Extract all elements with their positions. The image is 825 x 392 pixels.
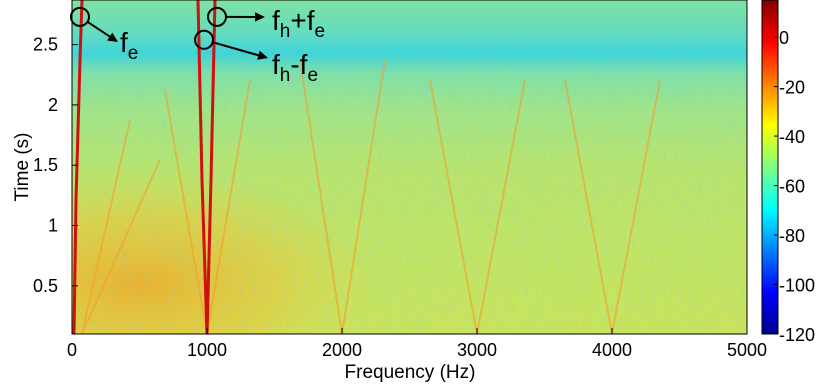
colorbar-tick-label: -80	[779, 226, 805, 246]
annotation-text: fh-fe	[272, 49, 318, 86]
y-tick-label: 0.5	[33, 276, 58, 296]
annotation-marker	[194, 29, 215, 50]
colorbar	[761, 0, 779, 335]
x-tick-label: 1000	[187, 340, 227, 360]
annotation-segment: f	[272, 49, 280, 80]
colorbar-tick-label: -40	[779, 127, 805, 147]
plot-frame	[71, 0, 748, 335]
y-tick-label: 1	[48, 215, 58, 235]
y-tick-label: 2.5	[33, 35, 58, 55]
annotation-segment: -f	[290, 49, 307, 80]
x-tick-label: 4000	[592, 340, 632, 360]
annotation-subscript: h	[280, 65, 291, 86]
colorbar-tick-label: 0	[779, 28, 789, 48]
colorbar-tick-label: -100	[779, 276, 815, 296]
annotation-arrow	[212, 41, 263, 58]
x-axis-label: Frequency (Hz)	[345, 362, 476, 383]
annotation-subscript: h	[280, 21, 291, 42]
annotation-subscript: e	[128, 43, 139, 64]
annotation-segment: +f	[290, 5, 314, 36]
annotation-marker	[69, 6, 90, 27]
colorbar-tick-label: -60	[779, 177, 805, 197]
colorbar-tick-label: -20	[779, 78, 805, 98]
annotation-marker	[206, 6, 227, 27]
annotation-text: fe	[120, 27, 138, 64]
x-tick-label: 2000	[322, 340, 362, 360]
y-tick-label: 1.5	[33, 155, 58, 175]
annotation-subscript: e	[307, 65, 318, 86]
y-tick-label: 2	[48, 95, 58, 115]
colorbar-tick-label: -120	[779, 325, 815, 345]
annotation-text: fh+fe	[272, 5, 325, 42]
annotation-arrowhead	[107, 32, 118, 42]
spectrogram-image	[72, 0, 747, 334]
annotation-arrowhead	[257, 50, 268, 60]
x-tick-label: 0	[67, 340, 77, 360]
annotation-segment: f	[272, 5, 280, 36]
annotation-segment: f	[120, 27, 128, 58]
x-tick-label: 5000	[727, 340, 767, 360]
annotation-arrowhead	[255, 12, 265, 22]
x-tick-label: 3000	[457, 340, 497, 360]
annotation-arrow	[86, 21, 114, 40]
annotation-subscript: e	[315, 21, 326, 42]
y-axis-label: Time (s)	[12, 133, 33, 202]
